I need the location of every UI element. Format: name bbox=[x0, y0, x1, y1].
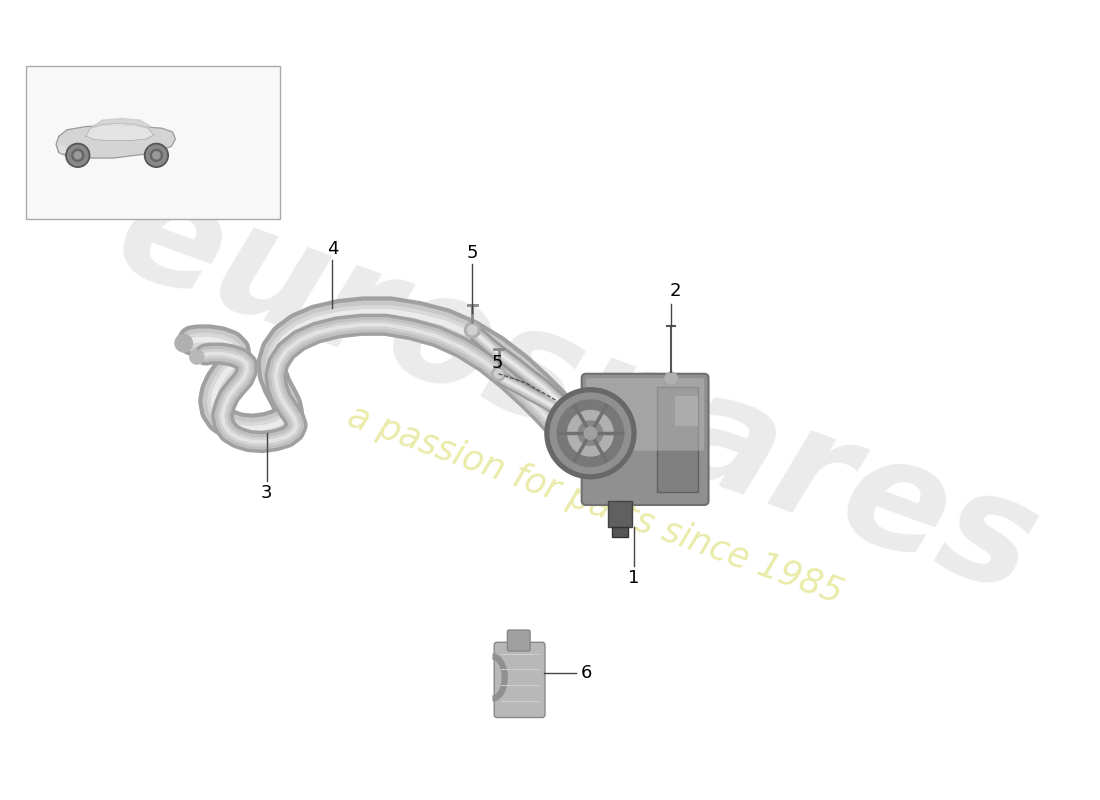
Circle shape bbox=[190, 350, 204, 364]
Text: a passion for parts since 1985: a passion for parts since 1985 bbox=[342, 399, 847, 610]
Circle shape bbox=[144, 143, 168, 167]
Circle shape bbox=[568, 410, 613, 456]
Circle shape bbox=[72, 150, 84, 162]
Circle shape bbox=[494, 370, 503, 378]
Circle shape bbox=[666, 372, 678, 384]
Circle shape bbox=[492, 366, 506, 381]
Circle shape bbox=[468, 326, 477, 334]
Text: 1: 1 bbox=[628, 569, 640, 586]
Circle shape bbox=[74, 152, 81, 159]
Text: 6: 6 bbox=[581, 664, 592, 682]
Circle shape bbox=[579, 421, 603, 446]
Circle shape bbox=[544, 388, 636, 478]
FancyBboxPatch shape bbox=[582, 374, 708, 505]
Circle shape bbox=[151, 150, 163, 162]
Circle shape bbox=[464, 322, 481, 338]
Circle shape bbox=[550, 393, 630, 474]
Polygon shape bbox=[58, 146, 65, 153]
Bar bbox=[674, 396, 698, 426]
Text: 3: 3 bbox=[261, 484, 273, 502]
Circle shape bbox=[66, 143, 90, 167]
Circle shape bbox=[146, 145, 166, 166]
Circle shape bbox=[584, 427, 596, 439]
Text: 5: 5 bbox=[491, 354, 503, 372]
Circle shape bbox=[67, 145, 88, 166]
Text: 4: 4 bbox=[327, 240, 338, 258]
Text: eurospares: eurospares bbox=[98, 156, 1057, 626]
Circle shape bbox=[153, 152, 159, 159]
Circle shape bbox=[175, 334, 192, 352]
Polygon shape bbox=[56, 126, 175, 158]
Circle shape bbox=[558, 400, 624, 466]
FancyBboxPatch shape bbox=[507, 630, 530, 651]
FancyBboxPatch shape bbox=[494, 642, 544, 718]
Polygon shape bbox=[86, 123, 154, 141]
Bar bbox=[613, 527, 628, 538]
Bar bbox=[608, 501, 632, 527]
Bar bbox=[657, 387, 698, 492]
Polygon shape bbox=[90, 118, 151, 128]
Bar bbox=[26, 66, 279, 219]
Text: 2: 2 bbox=[670, 282, 681, 300]
Text: 5: 5 bbox=[466, 244, 478, 262]
FancyBboxPatch shape bbox=[586, 378, 704, 450]
